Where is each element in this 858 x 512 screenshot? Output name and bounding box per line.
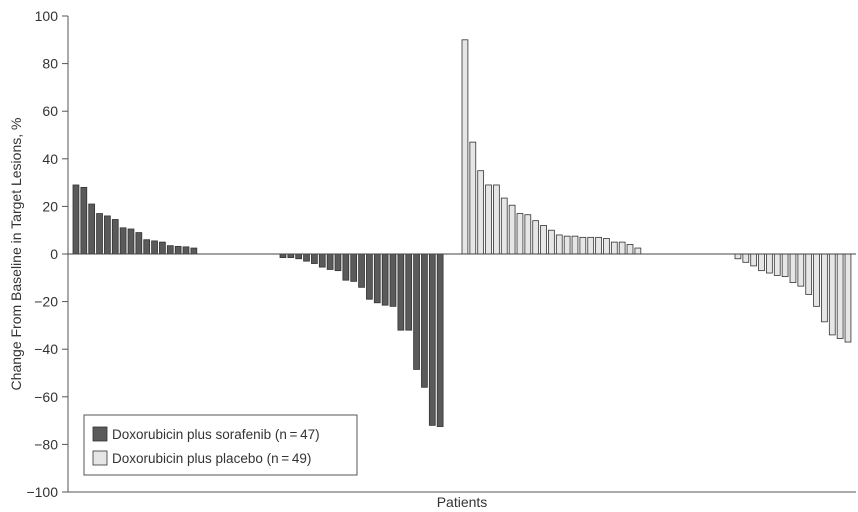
bar-sorafenib	[295, 253, 303, 260]
bar-sorafenib	[366, 253, 373, 300]
bar-sorafenib	[421, 253, 428, 388]
bar-placebo	[540, 225, 547, 255]
bar-placebo	[734, 253, 742, 260]
bar-placebo	[571, 235, 579, 255]
y-tick-label: −100	[26, 484, 58, 500]
bar-placebo	[789, 253, 797, 283]
bar-sorafenib	[72, 184, 80, 255]
bar-placebo	[555, 234, 563, 255]
bar-placebo	[618, 241, 626, 255]
bar-placebo	[485, 184, 492, 255]
x-axis-title: Patients	[437, 494, 488, 510]
bar-sorafenib	[174, 245, 182, 255]
bar-sorafenib	[358, 253, 365, 288]
bar-placebo	[821, 253, 828, 323]
bar-sorafenib	[104, 215, 111, 255]
y-tick-label: 0	[50, 246, 58, 262]
legend-swatch-sorafenib	[92, 426, 108, 442]
bar-placebo	[634, 247, 642, 255]
bar-placebo	[758, 253, 765, 272]
y-tick-label: 80	[42, 56, 58, 72]
y-tick-label: 40	[42, 151, 58, 167]
bar-placebo	[477, 170, 485, 255]
bar-placebo	[844, 253, 852, 343]
bar-sorafenib	[190, 247, 198, 255]
bar-placebo	[836, 253, 844, 339]
bar-placebo	[548, 229, 555, 255]
bar-sorafenib	[389, 253, 397, 307]
bar-placebo	[469, 141, 477, 255]
y-tick-label: 100	[35, 8, 59, 24]
bar-placebo	[579, 236, 587, 255]
bar-placebo	[766, 253, 773, 274]
bar-sorafenib	[428, 253, 436, 426]
bars	[72, 39, 852, 427]
bar-placebo	[595, 236, 602, 255]
bar-placebo	[610, 241, 618, 255]
y-axis-title: Change From Baseline in Target Lesions, …	[8, 118, 24, 391]
legend: Doxorubicin plus sorafenib (n = 47) Doxo…	[83, 414, 358, 476]
bar-sorafenib	[135, 232, 143, 255]
bar-sorafenib	[334, 253, 342, 272]
bar-placebo	[626, 244, 634, 255]
bar-placebo	[797, 253, 805, 287]
bar-placebo	[805, 253, 813, 295]
bar-placebo	[532, 220, 540, 255]
bar-sorafenib	[143, 239, 151, 255]
bar-sorafenib	[151, 240, 158, 255]
bar-placebo	[813, 253, 820, 307]
legend-label-placebo: Doxorubicin plus placebo (n = 49)	[112, 451, 311, 466]
bar-placebo	[461, 39, 469, 255]
bar-sorafenib	[397, 253, 405, 331]
bar-sorafenib	[80, 186, 88, 255]
bar-sorafenib	[88, 203, 96, 255]
bar-placebo	[587, 236, 595, 255]
bar-placebo	[781, 253, 789, 278]
legend-box	[83, 414, 358, 476]
bar-sorafenib	[303, 253, 310, 262]
bar-sorafenib	[111, 219, 119, 255]
bar-sorafenib	[311, 253, 318, 264]
bar-placebo	[742, 253, 750, 263]
bar-sorafenib	[413, 253, 420, 370]
bar-sorafenib	[287, 253, 295, 258]
legend-swatch-placebo	[92, 450, 108, 466]
bar-placebo	[508, 204, 516, 255]
bar-placebo	[828, 253, 836, 336]
bar-placebo	[524, 214, 532, 255]
bar-placebo	[493, 184, 500, 255]
bar-sorafenib	[350, 253, 358, 282]
bar-sorafenib	[159, 241, 166, 255]
y-tick-label: −80	[34, 436, 58, 452]
bar-placebo	[750, 253, 758, 267]
bar-sorafenib	[318, 253, 326, 268]
bar-placebo	[773, 253, 781, 276]
legend-label-sorafenib: Doxorubicin plus sorafenib (n = 47)	[112, 427, 320, 442]
bar-sorafenib	[342, 253, 350, 281]
bar-sorafenib	[166, 245, 174, 255]
bar-sorafenib	[373, 253, 381, 304]
bar-sorafenib	[127, 228, 135, 255]
y-tick-label: −40	[34, 341, 58, 357]
bar-sorafenib	[96, 213, 103, 255]
bar-sorafenib	[381, 253, 389, 306]
bar-sorafenib	[182, 246, 190, 255]
y-tick-label: 20	[42, 198, 58, 214]
bar-placebo	[516, 213, 524, 255]
y-tick-label: 60	[42, 103, 58, 119]
bar-sorafenib	[405, 253, 413, 331]
bar-placebo	[500, 197, 508, 255]
y-tick-label: −60	[34, 389, 58, 405]
y-tick-label: −20	[34, 294, 58, 310]
bar-sorafenib	[279, 253, 287, 258]
bar-sorafenib	[436, 253, 444, 427]
bar-placebo	[603, 238, 610, 255]
bar-sorafenib	[119, 227, 127, 255]
bar-placebo	[563, 235, 571, 255]
bar-sorafenib	[326, 253, 334, 270]
y-axis: −100 −80 −60 −40 −20 0 20 40 60 80 100	[26, 8, 856, 500]
